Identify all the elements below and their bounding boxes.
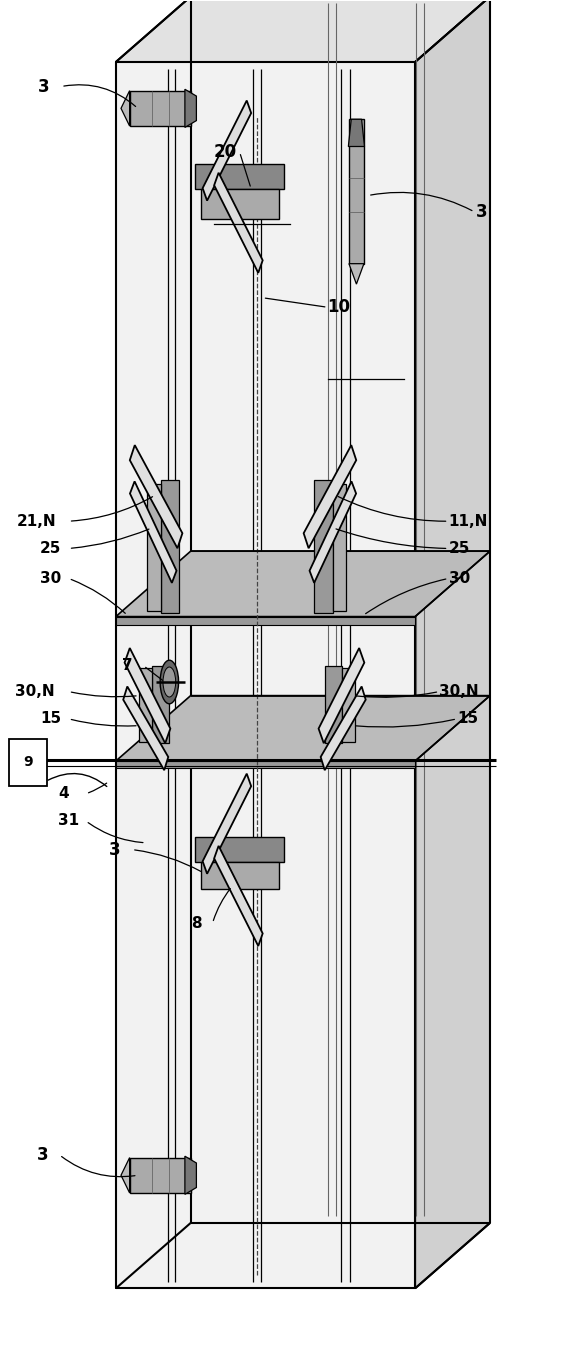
Circle shape (160, 660, 178, 704)
Polygon shape (214, 846, 263, 947)
Polygon shape (319, 648, 364, 743)
Polygon shape (304, 445, 356, 548)
Text: 3: 3 (109, 840, 121, 858)
Polygon shape (195, 164, 284, 188)
Polygon shape (321, 686, 366, 771)
Polygon shape (314, 480, 333, 612)
Text: 25: 25 (448, 542, 470, 557)
Polygon shape (349, 119, 364, 263)
Polygon shape (116, 551, 490, 617)
Polygon shape (123, 686, 168, 771)
Polygon shape (203, 101, 251, 201)
Polygon shape (139, 668, 152, 742)
Polygon shape (185, 89, 196, 127)
Polygon shape (214, 173, 263, 273)
Polygon shape (121, 90, 130, 125)
Text: 10: 10 (328, 299, 351, 316)
Polygon shape (116, 0, 490, 61)
Text: 8: 8 (190, 915, 201, 930)
Text: 30: 30 (448, 572, 470, 587)
Polygon shape (116, 617, 415, 625)
Polygon shape (201, 188, 279, 218)
Polygon shape (309, 481, 356, 582)
Polygon shape (130, 1158, 190, 1194)
Polygon shape (415, 0, 490, 1289)
Text: 4: 4 (58, 786, 69, 801)
Polygon shape (342, 668, 355, 742)
Circle shape (163, 667, 175, 697)
Text: 31: 31 (58, 813, 80, 828)
Polygon shape (152, 666, 169, 743)
Polygon shape (201, 862, 279, 889)
FancyBboxPatch shape (9, 739, 47, 786)
Text: 30,N: 30,N (15, 683, 55, 698)
Text: 15: 15 (457, 711, 478, 726)
Text: 9: 9 (23, 756, 32, 769)
Polygon shape (130, 445, 182, 548)
Polygon shape (121, 1158, 130, 1194)
Polygon shape (116, 61, 415, 1289)
Text: 30: 30 (40, 572, 61, 587)
Text: 21,N: 21,N (17, 514, 57, 529)
Text: 30,N: 30,N (439, 683, 479, 698)
Text: 25: 25 (40, 542, 61, 557)
Polygon shape (349, 263, 364, 284)
Polygon shape (333, 484, 346, 611)
Polygon shape (203, 773, 251, 874)
Text: 20: 20 (213, 143, 237, 161)
Polygon shape (116, 696, 490, 761)
Text: 7: 7 (122, 659, 132, 674)
Polygon shape (325, 666, 342, 743)
Polygon shape (125, 648, 170, 743)
Polygon shape (130, 481, 177, 582)
Text: 15: 15 (40, 711, 61, 726)
Polygon shape (130, 90, 190, 125)
Polygon shape (116, 761, 415, 768)
Text: 3: 3 (38, 78, 50, 95)
Text: 11,N: 11,N (448, 514, 488, 529)
Polygon shape (161, 480, 179, 612)
Polygon shape (148, 484, 161, 611)
Text: 3: 3 (475, 203, 487, 221)
Text: 3: 3 (36, 1146, 48, 1163)
Polygon shape (195, 837, 284, 862)
Polygon shape (349, 119, 365, 146)
Polygon shape (185, 1157, 196, 1195)
